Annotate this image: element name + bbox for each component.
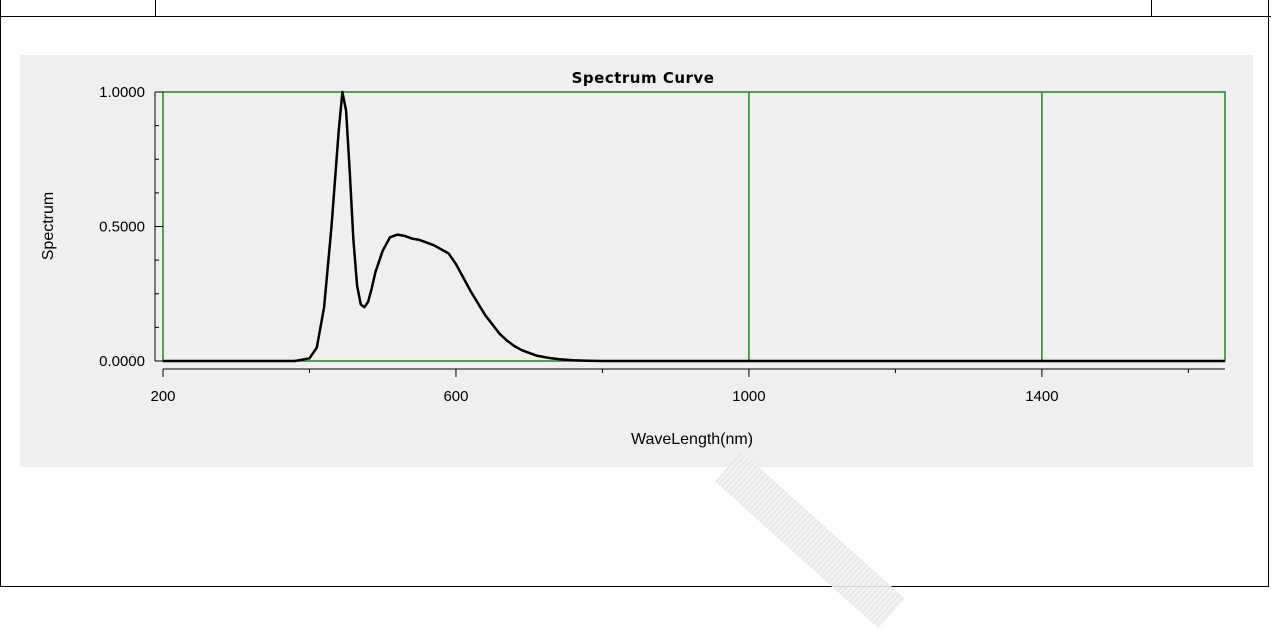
spectrum-line (163, 90, 1225, 363)
spectrum-chart: Spectrum Curve 1.0000 0.5000 0.0000 200 600… (40, 69, 1226, 448)
table-row-divider (0, 16, 1271, 17)
y-tick-label: 1.0000 (99, 84, 145, 101)
x-tick-label: 1000 (732, 388, 765, 405)
plot-area (162, 90, 1226, 363)
y-tick-label: 0.0000 (99, 353, 145, 370)
table-column-divider (1151, 0, 1152, 17)
y-tick-label: 0.5000 (99, 219, 145, 236)
y-axis-title: Spectrum (40, 192, 57, 260)
x-tick-label: 600 (443, 388, 468, 405)
chart-title: Spectrum Curve (572, 69, 715, 87)
chart-panel (20, 55, 1253, 467)
x-axis: 200 600 1000 1400 (150, 368, 1225, 405)
y-axis: 1.0000 0.5000 0.0000 (99, 84, 163, 370)
x-axis-title: WaveLength(nm) (631, 431, 753, 448)
table-column-divider (155, 0, 156, 17)
x-tick-label: 1400 (1025, 388, 1058, 405)
x-tick-label: 200 (150, 388, 175, 405)
document-table-frame (0, 0, 1269, 587)
